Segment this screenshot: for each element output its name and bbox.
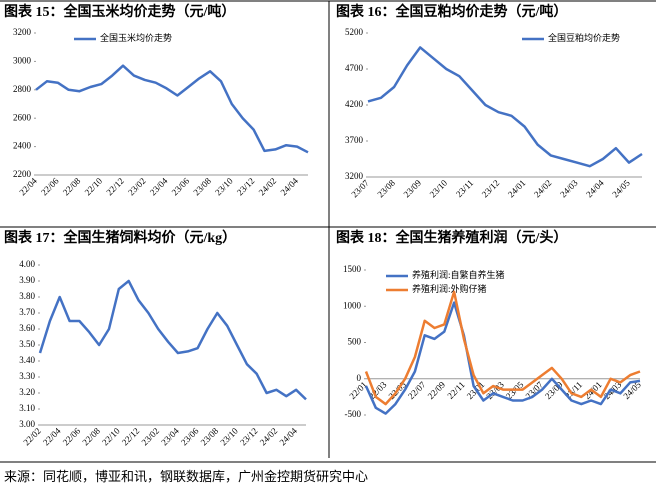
y-tick-label: 3700	[345, 135, 364, 145]
y-tick-label: 3.50	[19, 339, 35, 349]
data-line	[364, 290, 641, 406]
data-line	[367, 46, 643, 168]
x-tick-label: 23/09	[401, 177, 423, 199]
x-tick-label: 23/02	[126, 176, 148, 198]
x-tick-label: 22/06	[39, 175, 61, 197]
x-tick-label: 23/08	[191, 175, 213, 197]
y-tick-label: 0	[357, 373, 362, 383]
y-tick-label: 3200	[345, 171, 364, 181]
y-tick-label: 3.00	[19, 419, 35, 429]
y-tick-label: 2800	[13, 84, 32, 94]
x-tick-label: 22/01	[347, 380, 369, 402]
data-line	[38, 279, 307, 401]
y-tick-label: 4700	[345, 63, 364, 73]
legend-label: 全国豆粕均价走势	[548, 32, 620, 43]
x-tick-label: 22/09	[426, 379, 448, 401]
x-tick-label: 24/02	[532, 178, 554, 200]
x-tick-label: 24/02	[258, 426, 280, 448]
x-tick-label: 23/08	[199, 425, 221, 447]
x-tick-label: 24/02	[257, 176, 279, 198]
x-tick-label: 24/04	[277, 425, 299, 447]
x-tick-label: 23/04	[148, 175, 170, 197]
y-tick-label: 1000	[343, 300, 362, 310]
source-note: 来源：同花顺，博亚和讯，钢联数据库，广州金控期货研究中心	[4, 469, 368, 484]
x-tick-label: 23/12	[238, 426, 260, 448]
x-tick-label: 22/06	[61, 425, 83, 447]
x-tick-label: 24/05	[610, 177, 632, 199]
y-tick-label: 3.90	[19, 275, 35, 285]
x-tick-label: 24/03	[558, 177, 580, 199]
x-tick-label: 23/12	[480, 178, 502, 200]
x-tick-label: 23/06	[170, 175, 192, 197]
y-tick-label: 2600	[13, 112, 32, 122]
y-tick-label: 1500	[343, 264, 362, 274]
x-tick-label: 23/10	[428, 177, 450, 199]
y-tick-label: 5200	[345, 27, 364, 37]
x-tick-label: 23/10	[218, 425, 240, 447]
y-tick-label: 3.40	[19, 355, 35, 365]
x-tick-label: 22/08	[80, 425, 102, 447]
y-tick-label: 3.10	[19, 403, 35, 413]
x-tick-label: 23/08	[375, 177, 397, 199]
y-tick-label: 4.00	[19, 259, 35, 269]
x-tick-label: 23/12	[235, 176, 257, 198]
y-tick-label: 3.30	[19, 371, 35, 381]
x-tick-label: 22/12	[104, 176, 126, 198]
y-tick-label: 500	[348, 337, 362, 347]
y-tick-label: 3.20	[19, 387, 35, 397]
legend-label: 养殖利润:外购仔猪	[412, 283, 487, 294]
x-tick-label: 22/12	[120, 426, 142, 448]
x-tick-label: 23/11	[454, 178, 475, 199]
y-tick-label: 4200	[345, 99, 364, 109]
chart-title: 图表 15：全国玉米均价走势（元/吨）	[4, 3, 235, 20]
x-tick-label: 24/04	[584, 177, 606, 199]
y-tick-label: 3.70	[19, 307, 35, 317]
x-tick-label: 22/10	[83, 175, 105, 197]
y-tick-label: 3200	[13, 27, 32, 37]
y-tick-label: 2400	[13, 141, 32, 151]
x-tick-label: 24/01	[506, 178, 528, 200]
x-tick-label: 24/04	[278, 175, 300, 197]
x-tick-label: 22/10	[100, 425, 122, 447]
y-tick-label: 3.80	[19, 291, 35, 301]
chart-title: 图表 17：全国生猪饲料均价（元/kg）	[4, 229, 236, 246]
legend-label: 全国玉米均价走势	[100, 32, 172, 43]
data-line	[35, 64, 309, 154]
y-tick-label: 3.60	[19, 323, 35, 333]
x-tick-label: 22/11	[445, 380, 466, 401]
y-tick-label: 3000	[13, 55, 32, 65]
y-tick-label: -500	[345, 409, 362, 419]
x-tick-label: 23/06	[179, 425, 201, 447]
chart-title: 图表 18：全国生猪养殖利润（元/头）	[336, 229, 567, 246]
x-tick-label: 22/04	[41, 425, 63, 447]
x-tick-label: 23/02	[140, 426, 162, 448]
x-tick-label: 23/10	[213, 175, 235, 197]
legend-label: 养殖利润:自繁自养生猪	[412, 269, 505, 280]
x-tick-label: 23/04	[159, 425, 181, 447]
y-tick-label: 2200	[13, 169, 32, 179]
data-line	[364, 301, 641, 415]
chart-title: 图表 16：全国豆粕均价走势（元/吨）	[336, 3, 567, 20]
x-tick-label: 22/08	[61, 175, 83, 197]
